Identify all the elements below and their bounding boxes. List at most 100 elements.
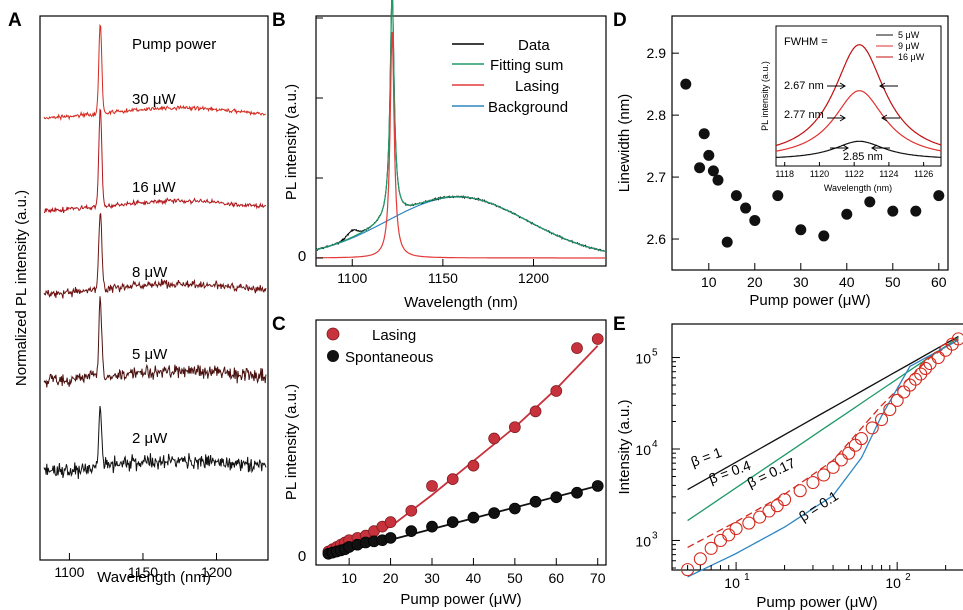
intensity-marker xyxy=(854,432,868,446)
panel-e-frame xyxy=(671,323,963,571)
lasing-point xyxy=(405,504,418,517)
panel-c-frame xyxy=(315,319,607,566)
e-xtick-label: 10 xyxy=(724,575,740,591)
linewidth-point xyxy=(818,230,830,242)
legend-label-data: Data xyxy=(518,37,550,54)
a-xtick-label: 1200 xyxy=(201,564,232,580)
inset-annot-267: 2.67 nm xyxy=(784,80,824,92)
e-ytick-label: 10 xyxy=(635,533,651,549)
panel-e-ylabel: Intensity (a.u.) xyxy=(616,399,633,494)
linewidth-point xyxy=(841,208,853,220)
d-xtick-label: 10 xyxy=(701,274,717,290)
panel-b-ytick-0: 0 xyxy=(298,248,306,265)
inset-annot-277: 2.77 nm xyxy=(784,109,824,121)
inset-curve-1 xyxy=(775,90,942,152)
intensity-marker xyxy=(908,372,923,386)
e-ytick-exp: 5 xyxy=(652,348,658,359)
d-ytick-label: 2.8 xyxy=(647,107,667,123)
intensity-marker xyxy=(918,361,933,375)
linewidth-point xyxy=(795,224,807,236)
c-xtick-label: 50 xyxy=(507,570,523,586)
inset-xlabel: Wavelength (nm) xyxy=(824,183,892,193)
linewidth-point xyxy=(740,202,752,214)
panel-d-xlabel: Pump power (μW) xyxy=(749,292,870,309)
fitting-sum-curve xyxy=(315,0,607,252)
spontaneous-point xyxy=(571,486,583,499)
background-curve xyxy=(315,196,607,252)
panel-a-label-5uw: 5 μW xyxy=(132,346,168,363)
e-xtick-exp: 2 xyxy=(905,572,911,583)
linewidth-point xyxy=(864,196,876,208)
linewidth-point xyxy=(749,214,761,226)
linewidth-point xyxy=(721,236,733,248)
intensity-marker xyxy=(931,350,945,365)
intensity-marker xyxy=(890,393,904,407)
inset-arrow-right-0 xyxy=(879,82,898,90)
legend-label-fitting-sum: Fitting sum xyxy=(490,57,563,74)
c-xtick-label: 30 xyxy=(424,570,440,586)
beta-curve-3 xyxy=(687,339,959,578)
beta-label-1: β = 1 xyxy=(689,444,725,470)
inset-xtick-label: 1126 xyxy=(914,169,933,179)
spontaneous-point xyxy=(591,480,604,492)
intensity-marker xyxy=(842,446,856,460)
panel-e-xlabel: Pump power (μW) xyxy=(756,594,877,610)
panel-c-xlabel: Pump power (μW) xyxy=(400,591,521,608)
linewidth-point xyxy=(887,205,899,217)
trace-8w xyxy=(43,213,267,299)
inset-xtick-label: 1120 xyxy=(810,169,829,179)
beta-curve-1 xyxy=(687,337,959,522)
a-xtick-label: 1150 xyxy=(128,564,158,580)
b-xtick-label: 1150 xyxy=(428,270,458,286)
panel-letter-c: C xyxy=(272,314,286,335)
panel-a-frame xyxy=(39,15,269,561)
d-xtick-label: 50 xyxy=(885,274,901,290)
inset-arrow-left-2 xyxy=(830,144,849,152)
trace-2w xyxy=(43,405,267,480)
lasing-point xyxy=(467,459,480,472)
lasing-point xyxy=(488,432,500,445)
spontaneous-point xyxy=(384,532,397,544)
beta-curve-0 xyxy=(687,335,959,491)
linewidth-point xyxy=(910,205,922,217)
inset-arrow-left-0 xyxy=(827,82,846,90)
intensity-marker xyxy=(834,453,848,467)
intensity-marker xyxy=(778,493,792,507)
intensity-marker xyxy=(681,563,695,577)
panel-b-frame xyxy=(315,15,607,267)
data-curve xyxy=(315,0,606,252)
panel-a-label-2uw: 2 μW xyxy=(132,430,168,447)
intensity-marker xyxy=(729,521,743,536)
panel-a-header: Pump power xyxy=(132,36,216,53)
panel-d-points xyxy=(680,78,945,248)
c-xtick-label: 20 xyxy=(383,570,399,586)
spontaneous-point xyxy=(467,511,480,524)
legend-label-lasing-c: Lasing xyxy=(372,327,416,344)
intensity-marker xyxy=(883,402,897,417)
a-xtick-label: 1100 xyxy=(54,564,84,580)
intensity-marker xyxy=(848,438,862,452)
inset-xtick-label: 1118 xyxy=(775,169,794,179)
c-xtick-label: 10 xyxy=(341,570,357,586)
intensity-marker xyxy=(875,412,889,427)
panel-d-xticks: 10 20 30 40 50 60 xyxy=(701,263,947,290)
panel-d-ylabel: Linewidth (nm) xyxy=(616,94,633,192)
panel-a-label-8uw: 8 μW xyxy=(132,264,168,281)
linewidth-point xyxy=(772,190,784,202)
lasing-curve xyxy=(316,31,606,259)
panel-c: Lasing Spontaneous 10 20 30 40 50 60 70 0 Pump… xyxy=(283,319,607,608)
panel-letter-a: A xyxy=(8,10,22,31)
lasing-point xyxy=(509,421,521,434)
intensity-marker xyxy=(753,510,767,524)
e-ytick-label: 10 xyxy=(635,351,651,367)
d-ytick-label: 2.7 xyxy=(647,169,667,185)
d-ytick-label: 2.6 xyxy=(647,231,667,247)
inset-xtick-label: 1124 xyxy=(879,169,898,179)
lasing-point xyxy=(550,385,563,397)
linewidth-point xyxy=(933,190,945,202)
e-xtick-exp: 1 xyxy=(744,572,750,583)
lasing-point xyxy=(591,333,604,345)
intensity-marker xyxy=(693,552,707,566)
spontaneous-point xyxy=(446,516,459,528)
